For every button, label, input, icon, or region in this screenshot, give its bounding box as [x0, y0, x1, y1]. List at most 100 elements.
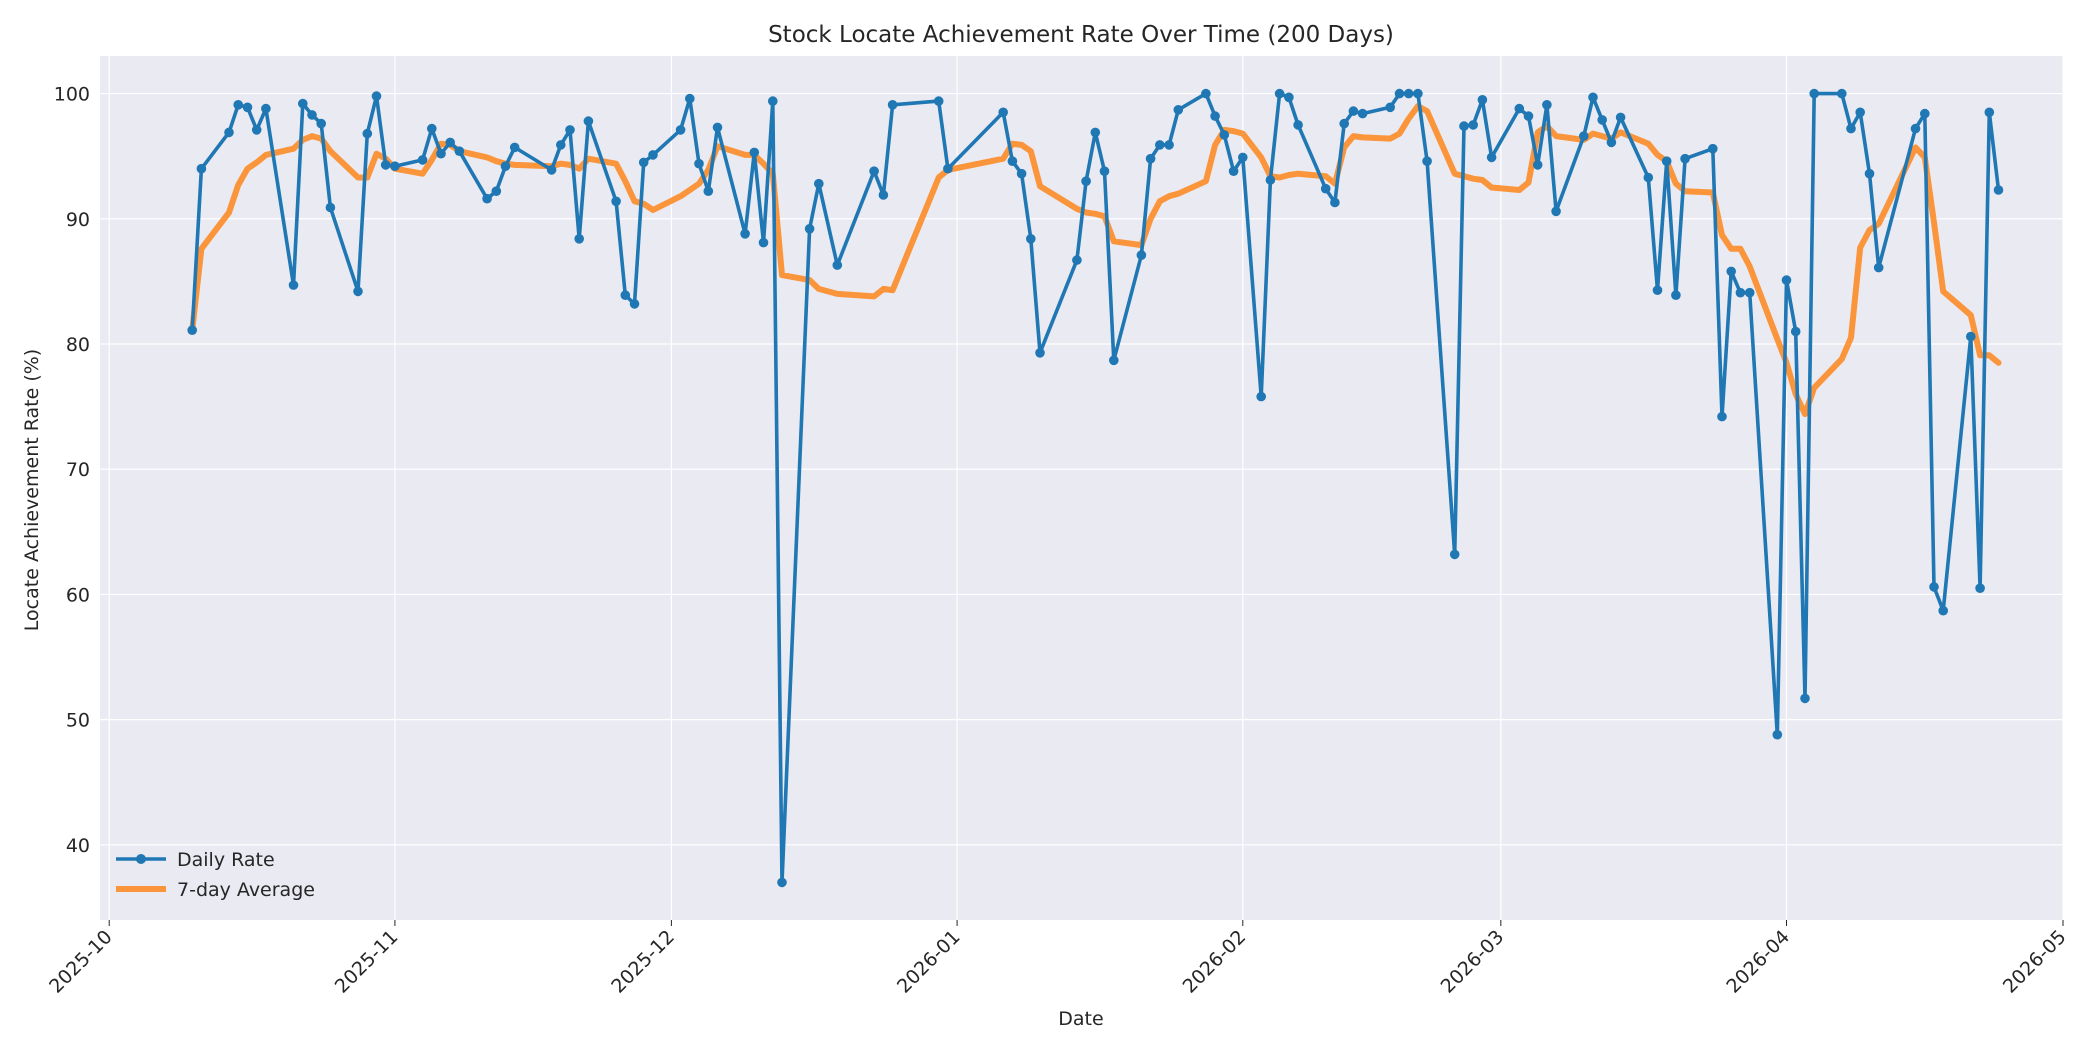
daily-rate-point: [1523, 111, 1534, 121]
daily-rate-point: [500, 161, 511, 171]
daily-rate-point: [1035, 348, 1045, 358]
daily-rate-point: [491, 186, 502, 196]
daily-rate-point: [1173, 105, 1184, 115]
chart-title: Stock Locate Achievement Rate Over Time …: [768, 22, 1394, 48]
daily-rate-point: [482, 193, 492, 204]
daily-rate-point: [1330, 197, 1340, 208]
daily-rate-point: [1228, 166, 1239, 176]
daily-rate-point: [1449, 549, 1460, 560]
legend-daily-marker: [136, 854, 146, 864]
daily-rate-point: [298, 98, 308, 109]
y-tick-label: 50: [66, 710, 90, 732]
daily-rate-point: [1920, 108, 1930, 119]
daily-rate-point: [1072, 255, 1082, 265]
daily-rate-point: [694, 158, 704, 169]
daily-rate-point: [427, 123, 437, 134]
daily-rate-point: [1274, 88, 1285, 99]
daily-rate-point: [878, 190, 889, 200]
daily-rate-point: [1413, 88, 1423, 99]
daily-rate-point: [1486, 152, 1497, 163]
daily-rate-point: [1403, 88, 1414, 99]
daily-rate-point: [371, 91, 382, 101]
daily-rate-point: [509, 142, 520, 153]
series-line-daily-rate: [190, 91, 2001, 885]
daily-rate-point: [629, 299, 640, 309]
daily-rate-point: [1864, 168, 1875, 179]
daily-rate-point: [1643, 172, 1654, 183]
daily-rate-point: [1081, 176, 1091, 186]
daily-rate-point: [1551, 206, 1561, 217]
plot-area: [100, 56, 2063, 920]
daily-rate-point: [546, 165, 557, 175]
daily-rate-point: [436, 148, 446, 159]
daily-rate-point: [998, 107, 1008, 118]
daily-rate-point: [1514, 103, 1525, 114]
daily-rate-point: [943, 163, 953, 174]
daily-rate-point: [1219, 130, 1230, 140]
daily-rate-point: [1975, 583, 1985, 593]
daily-rate-point: [1099, 166, 1110, 176]
daily-rate-point: [1422, 156, 1432, 166]
daily-rate-point: [1459, 121, 1469, 131]
daily-rate-point: [1744, 287, 1755, 298]
x-axis-label: Date: [1058, 1008, 1103, 1030]
legend-daily-label: Daily Rate: [177, 849, 275, 871]
daily-rate-point: [1210, 111, 1220, 121]
daily-rate-point: [1155, 140, 1165, 150]
daily-rate-point: [1615, 112, 1626, 123]
daily-rate-point: [224, 127, 234, 138]
daily-rate-point: [758, 237, 769, 248]
daily-rate-point: [1652, 285, 1663, 296]
daily-rate-point: [1597, 115, 1607, 125]
daily-rate-point: [362, 128, 373, 139]
daily-rate-point: [583, 116, 594, 126]
daily-rate-point: [749, 147, 760, 158]
daily-rate-point: [832, 260, 843, 270]
daily-rate-point: [1109, 355, 1119, 366]
daily-rate-point: [1717, 411, 1727, 422]
daily-rate-point: [620, 290, 631, 301]
daily-rate-point: [777, 877, 787, 888]
daily-rate-point: [1532, 160, 1543, 170]
daily-rate-point: [1800, 693, 1810, 704]
daily-rate-point: [261, 103, 271, 114]
daily-rate-point: [288, 280, 299, 290]
y-tick-label: 40: [66, 835, 90, 857]
daily-rate-point: [1348, 106, 1359, 116]
daily-rate-point: [1265, 175, 1276, 185]
daily-rate-point: [1385, 102, 1395, 113]
daily-rate-point: [1735, 287, 1746, 298]
daily-rate-point: [1145, 153, 1156, 164]
daily-rate-point: [1357, 108, 1368, 119]
daily-rate-point: [1873, 262, 1884, 273]
daily-rate-point: [1726, 266, 1736, 277]
daily-rate-point: [1007, 156, 1018, 166]
daily-rate-point: [1468, 120, 1478, 130]
daily-rate-point: [1477, 95, 1488, 105]
daily-rate-point: [1781, 275, 1792, 285]
daily-rate-point: [1238, 152, 1248, 163]
daily-rate-point: [675, 125, 686, 135]
daily-rate-point: [740, 229, 750, 239]
daily-rate-point: [1606, 137, 1617, 148]
daily-rate-point: [1136, 250, 1147, 260]
y-tick-label: 60: [66, 584, 90, 606]
daily-rate-point: [1016, 168, 1027, 179]
daily-rate-point: [1293, 120, 1303, 130]
grid-lines: [100, 56, 2064, 920]
daily-rate-point: [187, 325, 197, 336]
daily-rate-point: [1938, 605, 1948, 616]
daily-rate-point: [1588, 92, 1598, 103]
daily-rate-point: [1772, 729, 1783, 740]
daily-rate-point: [1320, 183, 1331, 194]
daily-rate-point: [1708, 143, 1718, 154]
daily-rate-point: [353, 286, 363, 297]
daily-rate-point: [1809, 88, 1819, 99]
daily-rate-point: [712, 122, 723, 133]
daily-rate-point: [1284, 92, 1294, 103]
daily-rate-point: [233, 100, 243, 110]
daily-rate-point: [887, 100, 898, 110]
daily-rate-point: [242, 102, 253, 113]
daily-rate-point: [316, 118, 327, 129]
